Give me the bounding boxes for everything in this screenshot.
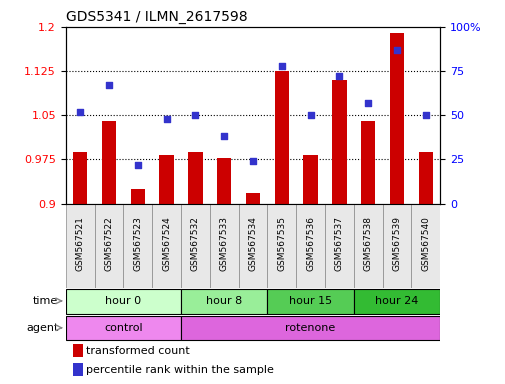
Text: GSM567533: GSM567533	[219, 216, 228, 271]
Point	[133, 162, 141, 168]
Bar	[245, 193, 260, 204]
Text: time: time	[33, 296, 58, 306]
Bar	[382, 204, 411, 288]
Bar	[152, 204, 181, 288]
Bar	[389, 33, 403, 204]
Text: GDS5341 / ILMN_2617598: GDS5341 / ILMN_2617598	[66, 10, 247, 25]
Bar	[267, 290, 353, 313]
Bar	[353, 204, 382, 288]
Point	[105, 82, 113, 88]
Bar	[94, 204, 123, 288]
Text: GSM567522: GSM567522	[104, 216, 113, 271]
Bar	[295, 204, 324, 288]
Text: hour 8: hour 8	[206, 296, 242, 306]
Bar	[123, 204, 152, 288]
Bar	[181, 290, 267, 313]
Point	[364, 100, 372, 106]
Bar	[217, 157, 231, 204]
Text: hour 15: hour 15	[288, 296, 331, 306]
Text: GSM567523: GSM567523	[133, 216, 142, 271]
Bar	[210, 204, 238, 288]
Bar	[181, 204, 210, 288]
Bar	[274, 71, 288, 204]
Text: rotenone: rotenone	[285, 323, 335, 333]
Bar	[66, 290, 181, 313]
Point	[162, 116, 170, 122]
Bar	[73, 344, 82, 357]
Point	[248, 158, 257, 164]
Point	[421, 112, 429, 118]
Text: control: control	[104, 323, 142, 333]
Text: agent: agent	[26, 323, 58, 333]
Bar	[73, 363, 82, 376]
Bar	[181, 316, 439, 340]
Bar	[102, 121, 116, 204]
Point	[392, 47, 400, 53]
Text: GSM567524: GSM567524	[162, 216, 171, 271]
Point	[220, 133, 228, 139]
Bar	[73, 152, 87, 204]
Bar	[130, 189, 145, 204]
Text: GSM567534: GSM567534	[248, 216, 257, 271]
Text: hour 0: hour 0	[105, 296, 141, 306]
Point	[335, 73, 343, 79]
Bar	[66, 316, 181, 340]
Text: GSM567535: GSM567535	[277, 216, 286, 271]
Text: GSM567521: GSM567521	[76, 216, 84, 271]
Text: GSM567538: GSM567538	[363, 216, 372, 271]
Point	[76, 109, 84, 115]
Point	[191, 112, 199, 118]
Bar	[324, 204, 353, 288]
Bar	[238, 204, 267, 288]
Bar	[411, 204, 439, 288]
Bar	[360, 121, 375, 204]
Text: transformed count: transformed count	[86, 346, 190, 356]
Text: GSM567532: GSM567532	[190, 216, 199, 271]
Bar	[303, 155, 317, 204]
Text: hour 24: hour 24	[375, 296, 418, 306]
Bar	[188, 152, 202, 204]
Text: GSM567536: GSM567536	[306, 216, 315, 271]
Bar	[66, 204, 94, 288]
Point	[306, 112, 314, 118]
Text: GSM567537: GSM567537	[334, 216, 343, 271]
Bar	[267, 204, 295, 288]
Text: percentile rank within the sample: percentile rank within the sample	[86, 365, 274, 375]
Bar	[159, 155, 173, 204]
Text: GSM567539: GSM567539	[392, 216, 401, 271]
Bar	[418, 152, 432, 204]
Bar	[353, 290, 439, 313]
Text: GSM567540: GSM567540	[421, 216, 429, 271]
Bar	[332, 80, 346, 204]
Point	[277, 63, 285, 69]
